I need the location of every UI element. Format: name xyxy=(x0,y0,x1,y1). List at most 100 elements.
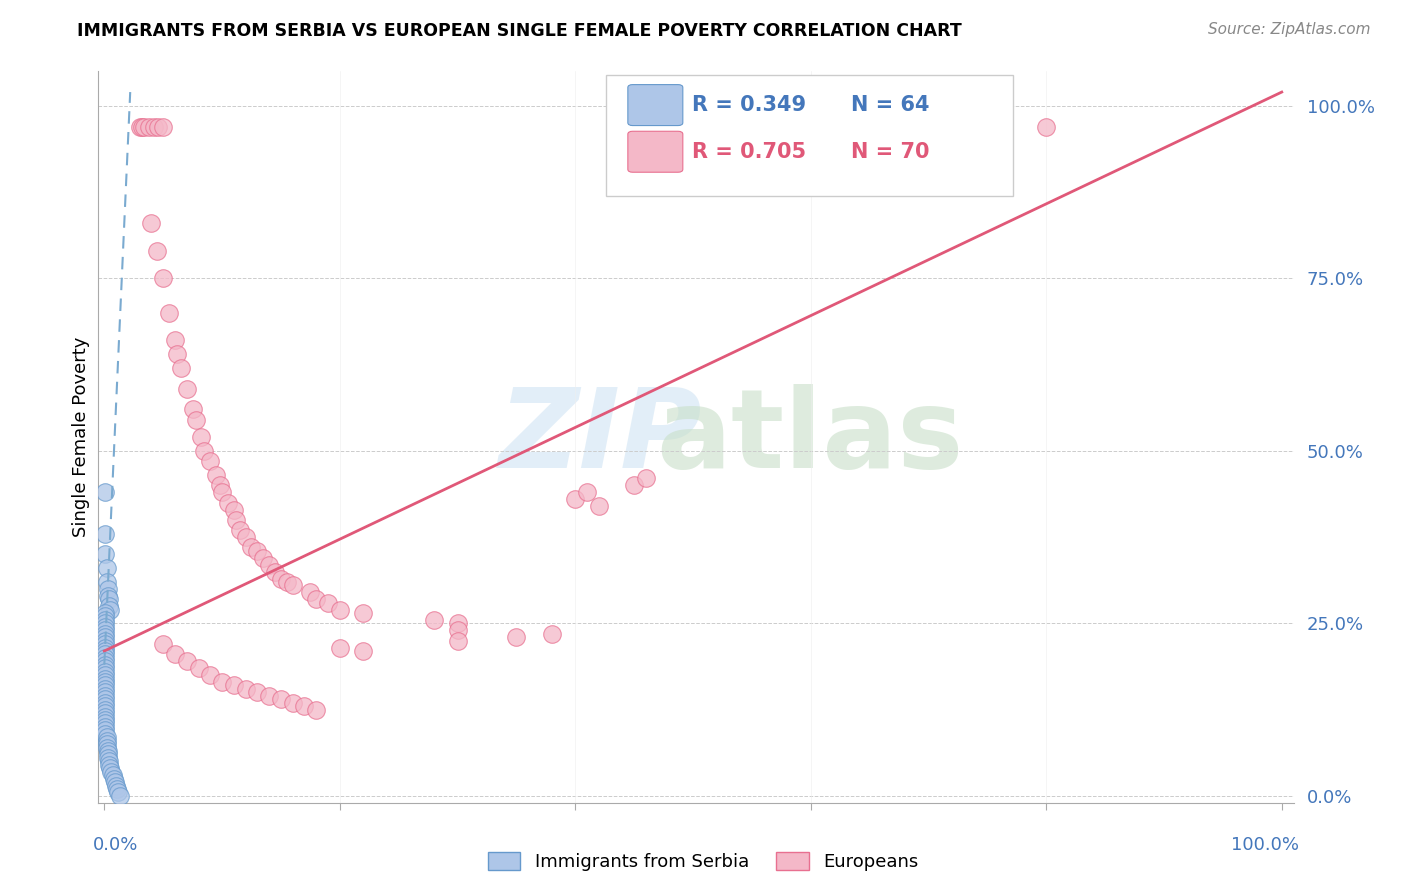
Point xyxy=(94,713,117,727)
Point xyxy=(94,720,117,734)
Point xyxy=(294,699,316,714)
Point xyxy=(94,709,117,723)
Point xyxy=(94,609,117,624)
Point xyxy=(105,779,128,793)
Point xyxy=(94,548,117,562)
Text: 0.0%: 0.0% xyxy=(93,836,138,854)
Text: 100.0%: 100.0% xyxy=(1232,836,1299,854)
Point xyxy=(94,685,117,699)
Point xyxy=(1035,120,1057,134)
Point xyxy=(94,678,117,692)
Point xyxy=(94,668,117,682)
Point xyxy=(131,120,153,134)
FancyBboxPatch shape xyxy=(628,85,683,126)
Point xyxy=(157,306,180,320)
Point xyxy=(446,616,468,631)
Point xyxy=(316,596,339,610)
Point xyxy=(94,706,117,720)
Point xyxy=(176,654,198,668)
Point xyxy=(222,678,245,692)
Point xyxy=(101,768,124,782)
Y-axis label: Single Female Poverty: Single Female Poverty xyxy=(72,337,90,537)
Point xyxy=(281,696,304,710)
Point xyxy=(152,637,174,651)
Point xyxy=(97,589,120,603)
Point xyxy=(423,613,446,627)
Point xyxy=(170,361,193,376)
Point xyxy=(94,699,117,714)
Point xyxy=(94,703,117,717)
Point xyxy=(152,271,174,285)
Point xyxy=(246,544,269,558)
Point xyxy=(148,120,170,134)
Point xyxy=(94,485,117,500)
Text: R = 0.705: R = 0.705 xyxy=(692,142,807,161)
Point xyxy=(329,640,352,655)
Point xyxy=(217,495,239,509)
Point xyxy=(94,637,117,651)
Point xyxy=(281,578,304,592)
Point xyxy=(634,471,657,485)
Point xyxy=(107,785,129,799)
Point xyxy=(352,606,374,620)
Point xyxy=(505,630,527,644)
Point xyxy=(94,526,117,541)
Point xyxy=(97,582,120,596)
Point xyxy=(142,120,165,134)
Point xyxy=(94,648,117,662)
Text: R = 0.349: R = 0.349 xyxy=(692,95,807,115)
Point xyxy=(97,751,120,765)
Point xyxy=(96,740,118,755)
Point xyxy=(94,716,117,731)
Point xyxy=(211,485,233,500)
Point xyxy=(94,630,117,644)
Point xyxy=(235,530,257,544)
Point xyxy=(94,651,117,665)
Point xyxy=(103,772,125,786)
Text: IMMIGRANTS FROM SERBIA VS EUROPEAN SINGLE FEMALE POVERTY CORRELATION CHART: IMMIGRANTS FROM SERBIA VS EUROPEAN SINGL… xyxy=(77,22,962,40)
Point xyxy=(564,492,586,507)
Point xyxy=(152,120,174,134)
Point xyxy=(138,120,160,134)
Point xyxy=(257,558,280,572)
Point xyxy=(96,737,118,751)
Point xyxy=(96,731,118,745)
Point xyxy=(752,120,775,134)
Point xyxy=(264,565,287,579)
Point xyxy=(208,478,231,492)
Point xyxy=(576,485,599,500)
Point xyxy=(94,723,117,738)
Point xyxy=(235,681,257,696)
Point xyxy=(98,599,121,614)
Point xyxy=(94,640,117,655)
Text: atlas: atlas xyxy=(655,384,963,491)
Point xyxy=(141,216,163,230)
Point xyxy=(166,347,188,361)
Point xyxy=(181,402,204,417)
Point xyxy=(246,685,269,699)
Point xyxy=(97,744,120,758)
Point xyxy=(163,334,186,348)
Text: Source: ZipAtlas.com: Source: ZipAtlas.com xyxy=(1208,22,1371,37)
Text: N = 70: N = 70 xyxy=(852,142,929,161)
Point xyxy=(270,572,292,586)
Point xyxy=(588,499,610,513)
FancyBboxPatch shape xyxy=(606,75,1012,195)
Point xyxy=(100,764,122,779)
Point xyxy=(257,689,280,703)
Point xyxy=(128,120,150,134)
Point xyxy=(540,626,562,640)
Point xyxy=(98,755,121,769)
Point xyxy=(446,624,468,638)
Point xyxy=(228,523,250,537)
Point xyxy=(211,675,233,690)
Point xyxy=(98,602,121,616)
Point xyxy=(225,513,247,527)
Point xyxy=(94,661,117,675)
Point xyxy=(94,654,117,668)
Point xyxy=(299,585,322,599)
Point xyxy=(134,120,156,134)
Point xyxy=(240,541,263,555)
Legend: Immigrants from Serbia, Europeans: Immigrants from Serbia, Europeans xyxy=(481,845,925,879)
Point xyxy=(94,689,117,703)
